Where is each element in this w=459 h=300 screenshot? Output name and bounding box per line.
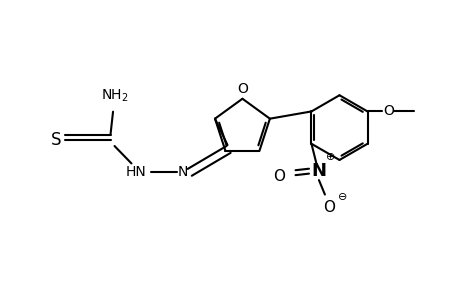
Text: HN: HN	[126, 165, 146, 179]
Text: O: O	[273, 169, 285, 184]
Text: O: O	[323, 200, 335, 215]
Text: N: N	[177, 165, 187, 179]
Text: S: S	[50, 131, 61, 149]
Text: O: O	[382, 104, 393, 118]
Text: NH$_2$: NH$_2$	[101, 88, 128, 104]
Text: N: N	[311, 162, 326, 180]
Text: O: O	[236, 82, 247, 96]
Text: ⊖: ⊖	[337, 192, 346, 202]
Text: ⊕: ⊕	[325, 152, 334, 162]
